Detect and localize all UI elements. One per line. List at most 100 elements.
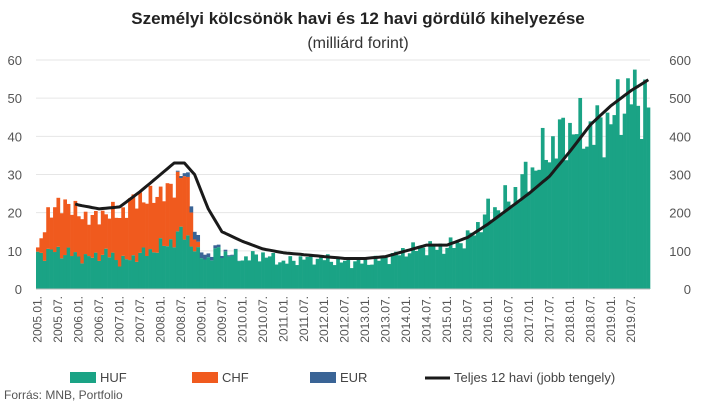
- x-tick-label: 2009.01.: [194, 296, 208, 343]
- bar-chf: [162, 201, 166, 246]
- bar-chf: [42, 232, 47, 261]
- bar-huf: [639, 139, 644, 289]
- bar-huf: [643, 79, 647, 290]
- bar-huf: [366, 264, 371, 289]
- bar-chf: [179, 178, 183, 227]
- bar-huf: [128, 260, 132, 289]
- bar-chf: [148, 185, 153, 250]
- bar-chf: [124, 217, 129, 260]
- bar-huf: [343, 260, 347, 289]
- bar-huf: [390, 252, 395, 289]
- bar-huf: [267, 256, 272, 289]
- x-tick-label: 2013.07.: [379, 296, 393, 343]
- bar-huf: [595, 105, 600, 289]
- bar-chf: [117, 218, 122, 267]
- bar-huf: [151, 252, 156, 289]
- bar-chf: [155, 196, 160, 253]
- y-tick-right: 500: [669, 91, 691, 106]
- bar-chf: [76, 216, 81, 257]
- bar-huf: [578, 97, 583, 290]
- bar-eur: [220, 255, 224, 259]
- bar-huf: [36, 251, 40, 289]
- bar-huf: [506, 201, 511, 289]
- bar-huf: [612, 115, 617, 289]
- bar-huf: [619, 134, 624, 289]
- bar-huf: [216, 247, 221, 289]
- bar-chf: [141, 202, 146, 248]
- x-tick-label: 2005.01.: [31, 296, 45, 343]
- y-tick-right: 300: [669, 168, 691, 183]
- bar-huf: [482, 214, 487, 289]
- bar-huf: [397, 255, 402, 289]
- bar-huf: [441, 253, 446, 289]
- bar-huf: [428, 241, 432, 289]
- bar-huf: [298, 256, 303, 289]
- bar-huf: [540, 127, 545, 289]
- bar-huf: [230, 255, 235, 289]
- x-tick-label: 2016.07.: [501, 296, 515, 343]
- bar-huf: [510, 205, 514, 289]
- bar-huf: [172, 247, 177, 289]
- bar-huf: [602, 157, 606, 289]
- bar-huf: [418, 246, 422, 289]
- bar-chf: [121, 207, 125, 256]
- bar-chf: [169, 183, 173, 240]
- bar-huf: [227, 256, 231, 289]
- bar-huf: [134, 261, 139, 289]
- bar-huf: [179, 226, 183, 289]
- x-tick-label: 2019.01.: [604, 296, 618, 343]
- bar-huf: [186, 235, 190, 289]
- legend-label-eur: EUR: [340, 370, 367, 385]
- y-tick-left: 10: [8, 244, 22, 259]
- x-tick-label: 2011.07.: [297, 296, 311, 342]
- source-note: Forrás: MNB, Portfolio: [4, 388, 123, 402]
- bar-huf: [148, 249, 153, 289]
- bar-huf: [111, 252, 115, 289]
- bar-huf: [264, 257, 269, 289]
- bar-huf: [302, 259, 306, 289]
- bar-huf: [332, 265, 337, 289]
- bar-huf: [571, 134, 576, 289]
- bar-huf: [220, 258, 224, 289]
- chart-title: Személyi kölcsönök havi és 12 havi gördü…: [131, 9, 585, 28]
- bar-chf: [138, 192, 143, 253]
- bar-huf: [499, 214, 504, 289]
- bar-huf: [250, 251, 255, 289]
- bar-huf: [274, 264, 279, 289]
- x-tick-label: 2014.01.: [399, 296, 413, 343]
- bar-huf: [629, 104, 634, 289]
- bar-huf: [479, 232, 484, 289]
- bar-huf: [581, 148, 586, 289]
- bar-eur: [175, 170, 180, 172]
- bar-series: [36, 69, 651, 290]
- bar-huf: [319, 256, 323, 289]
- bar-chf: [59, 213, 64, 259]
- bar-huf: [592, 144, 596, 289]
- x-tick-label: 2008.01.: [154, 296, 168, 343]
- bar-huf: [363, 258, 368, 289]
- chart-subtitle: (milliárd forint): [307, 35, 408, 52]
- bar-huf: [561, 117, 566, 289]
- bar-huf: [414, 250, 419, 289]
- bar-huf: [182, 239, 187, 289]
- bar-huf: [165, 246, 170, 289]
- bar-huf: [223, 251, 228, 289]
- bar-chf: [53, 207, 57, 253]
- bar-huf: [585, 146, 589, 289]
- bar-huf: [56, 246, 61, 289]
- bar-eur: [213, 245, 218, 249]
- bar-chf: [172, 197, 177, 248]
- x-tick-label: 2010.01.: [235, 296, 249, 343]
- bar-chf: [182, 176, 187, 240]
- bar-huf: [557, 119, 562, 289]
- bar-huf: [247, 260, 252, 289]
- bar-huf: [523, 161, 528, 289]
- x-tick-label: 2016.01.: [481, 296, 495, 343]
- bar-huf: [203, 259, 207, 289]
- bar-huf: [424, 255, 429, 289]
- x-tick-label: 2012.01.: [317, 296, 331, 343]
- bar-huf: [254, 254, 259, 289]
- bar-huf: [516, 202, 521, 289]
- x-tick-label: 2017.07.: [542, 296, 556, 343]
- x-tick-label: 2007.01.: [113, 296, 127, 343]
